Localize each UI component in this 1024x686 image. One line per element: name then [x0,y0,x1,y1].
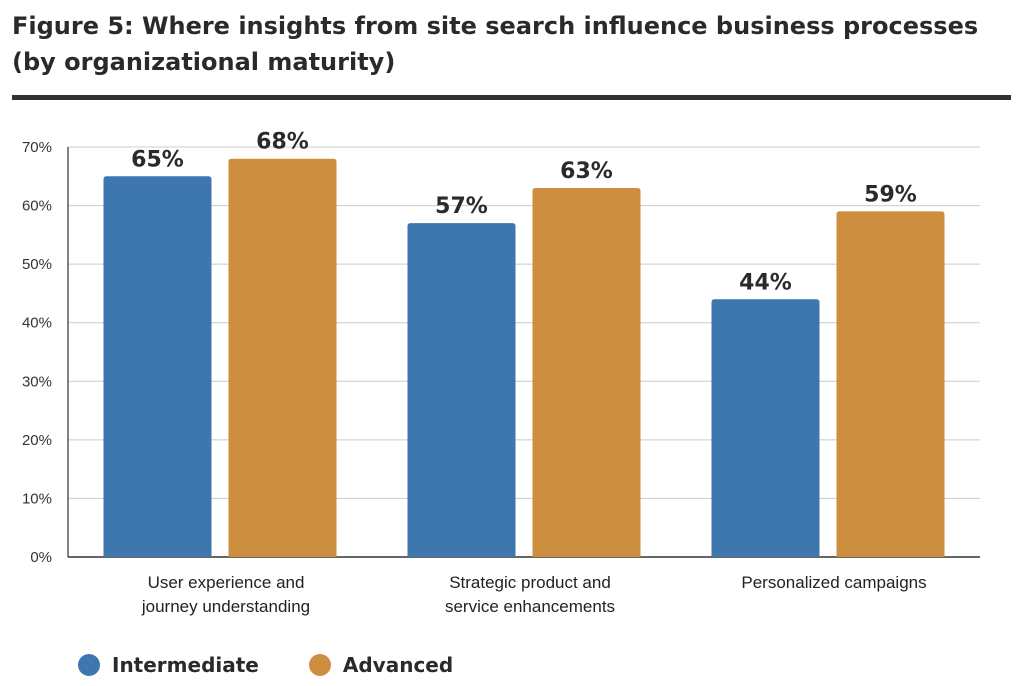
bar-advanced-1 [532,188,641,557]
y-tick-label: 10% [22,490,52,507]
y-tick-label: 50% [22,256,52,273]
bar-intermediate-2 [711,299,820,557]
bar-advanced-0 [228,158,337,557]
y-tick-label: 20% [22,432,52,449]
y-tick-label: 70% [22,139,52,156]
bar-advanced-2 [836,211,945,557]
title-divider [12,95,1011,100]
data-label: 68% [256,130,309,155]
legend-item-advanced: Advanced [308,653,454,677]
data-label: 63% [560,159,613,184]
legend: Intermediate Advanced [78,650,503,680]
category-labels: User experience and journey understanding… [141,573,927,616]
legend-label-intermediate: Intermediate [112,653,259,677]
legend-item-intermediate: Intermediate [78,653,259,677]
category-label: Strategic product and service enhancement… [445,573,615,616]
axes: 0% 10% 20% 30% 40% 50% 60% 70% [22,139,980,566]
data-label: 57% [435,194,488,219]
chart-title: Figure 5: Where insights from site searc… [12,12,979,76]
category-label: User experience and journey understanding [141,573,310,616]
legend-swatch-intermediate [78,654,100,676]
bars [103,158,945,558]
legend-swatch-advanced [308,654,331,676]
category-label: Personalized campaigns [741,573,926,592]
data-label: 59% [864,182,917,207]
legend-label-advanced: Advanced [342,653,454,677]
y-tick-label: 0% [30,549,52,566]
y-tick-label: 30% [22,373,52,390]
y-tick-label: 60% [22,198,52,215]
bar-intermediate-0 [103,176,212,558]
data-label: 44% [739,270,792,295]
data-labels: 65% 68% 57% 63% 44% 59% [131,130,917,296]
bar-intermediate-1 [407,223,516,557]
data-label: 65% [131,147,184,172]
y-tick-label: 40% [22,315,52,332]
bar-chart: 0% 10% 20% 30% 40% 50% 60% 70% 65% 68% 57% 63% 44% 5… [22,130,980,616]
grid-lines [68,146,980,499]
